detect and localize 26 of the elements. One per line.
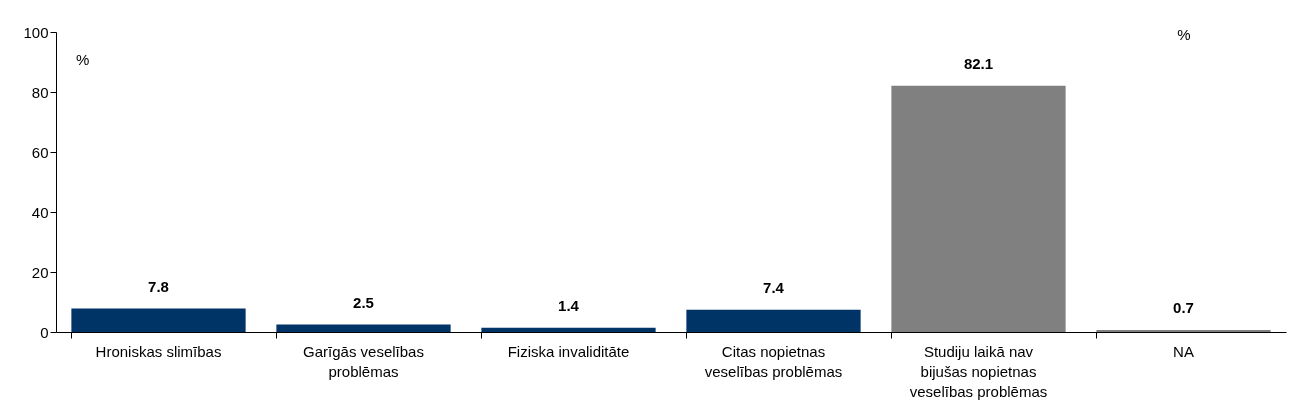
x-tick-label: Citas nopietnas veselības problēmas bbox=[704, 342, 843, 380]
x-tick-label: Hroniskas slimības bbox=[95, 342, 222, 360]
data-label: 1.4 bbox=[558, 296, 580, 314]
y-tick-label: 100 bbox=[23, 23, 49, 41]
bar bbox=[891, 85, 1066, 332]
bar bbox=[481, 327, 656, 332]
data-label: 0.7 bbox=[1173, 298, 1194, 316]
data-label: 7.8 bbox=[148, 277, 169, 295]
x-tick-label: NA bbox=[1173, 342, 1194, 360]
y-tick-label: 20 bbox=[31, 263, 49, 281]
bar bbox=[276, 324, 451, 332]
y-tick-label: 40 bbox=[31, 203, 49, 221]
bar bbox=[71, 308, 246, 332]
data-label: 82.1 bbox=[963, 54, 994, 72]
y-tick-label: 0 bbox=[40, 323, 49, 341]
y-axis-title: % bbox=[76, 51, 90, 68]
y-tick-label: 80 bbox=[31, 83, 49, 101]
data-label: 2.5 bbox=[353, 293, 374, 311]
bar bbox=[1096, 329, 1271, 332]
x-tick-label: Fiziska invaliditāte bbox=[507, 342, 630, 360]
x-tick-label: Garīgās veselības problēmas bbox=[303, 342, 424, 380]
bar bbox=[686, 309, 861, 332]
x-tick-label: Studiju laikā nav bijušas nopietnas veselības problēmas bbox=[909, 342, 1048, 400]
y-tick-label: 60 bbox=[31, 143, 49, 161]
data-label: 7.4 bbox=[763, 278, 785, 296]
annotation: % bbox=[1177, 26, 1191, 43]
